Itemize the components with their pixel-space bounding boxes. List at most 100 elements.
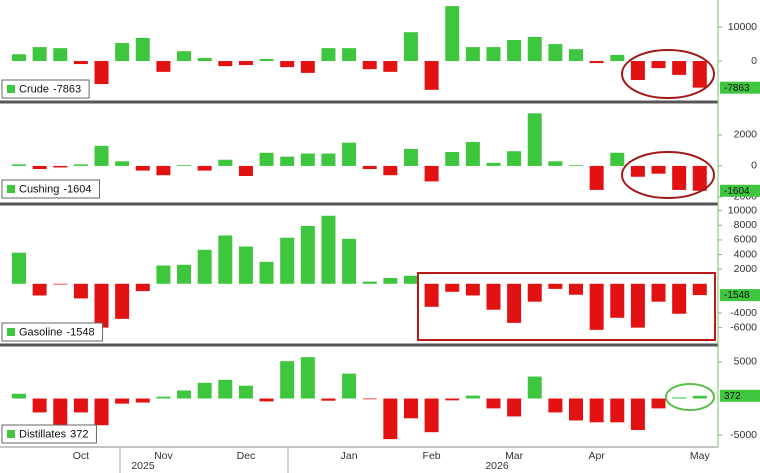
bar	[156, 61, 171, 72]
bar	[259, 58, 274, 62]
bar	[548, 161, 563, 166]
bar	[73, 398, 88, 413]
bar	[486, 47, 501, 62]
year-label: 2026	[485, 460, 509, 472]
bar	[424, 283, 439, 307]
legend-swatch	[7, 185, 15, 193]
bar	[569, 49, 584, 62]
bar	[403, 148, 418, 166]
bar	[197, 249, 212, 284]
bar	[177, 51, 192, 62]
bar	[321, 48, 336, 62]
last-value-label: -7863	[724, 83, 750, 94]
bar	[53, 48, 68, 62]
x-tick-label: Feb	[423, 450, 441, 462]
bar	[238, 61, 253, 66]
bar	[486, 398, 501, 409]
bar	[507, 151, 522, 166]
bar	[424, 61, 439, 90]
bar	[507, 398, 522, 417]
bar	[342, 373, 357, 399]
y-tick-label: 0	[751, 160, 757, 172]
bar	[651, 283, 666, 302]
y-tick-label: 2000	[734, 129, 758, 141]
bar	[300, 61, 315, 73]
bar	[672, 165, 687, 190]
y-tick-label: 10000	[728, 21, 757, 33]
bar	[115, 283, 130, 319]
x-tick-label: May	[690, 450, 711, 462]
bar	[32, 283, 47, 296]
bar	[383, 61, 398, 72]
bar	[403, 275, 418, 284]
bar	[12, 164, 26, 166]
bar	[672, 283, 687, 314]
highlight-ellipse	[665, 383, 715, 411]
bar	[362, 281, 377, 284]
bar	[321, 153, 336, 166]
bar	[610, 398, 625, 423]
bar	[342, 48, 357, 62]
bar	[569, 165, 584, 166]
legend-value: -1548	[66, 326, 94, 338]
bar	[610, 283, 625, 318]
bar	[218, 379, 233, 399]
legend-value: 372	[70, 428, 88, 440]
bar	[73, 283, 88, 299]
bar	[115, 398, 130, 404]
bar	[156, 396, 171, 399]
bar	[630, 61, 645, 80]
bar	[197, 382, 212, 399]
legend: Cushing -1604	[1, 179, 100, 199]
legend-box	[1, 179, 100, 199]
bar	[548, 283, 563, 289]
highlight-box	[417, 272, 716, 341]
bar	[197, 57, 212, 62]
bar	[156, 165, 171, 176]
legend-value: -1604	[63, 183, 91, 195]
bar	[280, 361, 295, 399]
bar	[672, 61, 687, 75]
bar	[53, 165, 68, 168]
legend-label: Distillates	[19, 428, 67, 440]
bar	[197, 165, 212, 171]
bar	[569, 398, 584, 421]
bar	[527, 113, 542, 166]
bar	[445, 283, 460, 292]
bar	[651, 398, 666, 409]
bar	[610, 152, 625, 166]
bar	[424, 165, 439, 182]
legend-label: Cushing	[19, 183, 59, 195]
highlight-ellipse	[621, 151, 715, 199]
bar	[12, 393, 26, 399]
bar	[321, 398, 336, 401]
bar	[548, 44, 563, 62]
last-value-label: 372	[724, 391, 741, 402]
x-tick-label: Jan	[341, 450, 358, 462]
legend-box	[1, 424, 97, 444]
bar	[630, 398, 645, 430]
last-value-tag	[720, 184, 760, 197]
bar	[177, 165, 192, 166]
legend-value: -7863	[53, 83, 81, 95]
bar	[527, 36, 542, 62]
bar	[465, 395, 480, 399]
bar	[569, 283, 584, 295]
bar	[465, 47, 480, 62]
y-tick-label: 8000	[734, 219, 758, 231]
last-value-label: -1604	[724, 186, 750, 197]
legend-box	[1, 79, 90, 99]
bar	[73, 164, 88, 166]
bar	[342, 238, 357, 284]
year-label: 2025	[131, 460, 155, 472]
legend-swatch	[7, 328, 15, 336]
bar	[527, 376, 542, 399]
bar	[53, 398, 68, 433]
last-value-tag	[720, 81, 760, 94]
bar	[692, 61, 707, 88]
bar	[383, 277, 398, 284]
annotations	[417, 49, 716, 411]
bar	[218, 159, 233, 166]
y-tick-label: 6000	[734, 234, 758, 246]
